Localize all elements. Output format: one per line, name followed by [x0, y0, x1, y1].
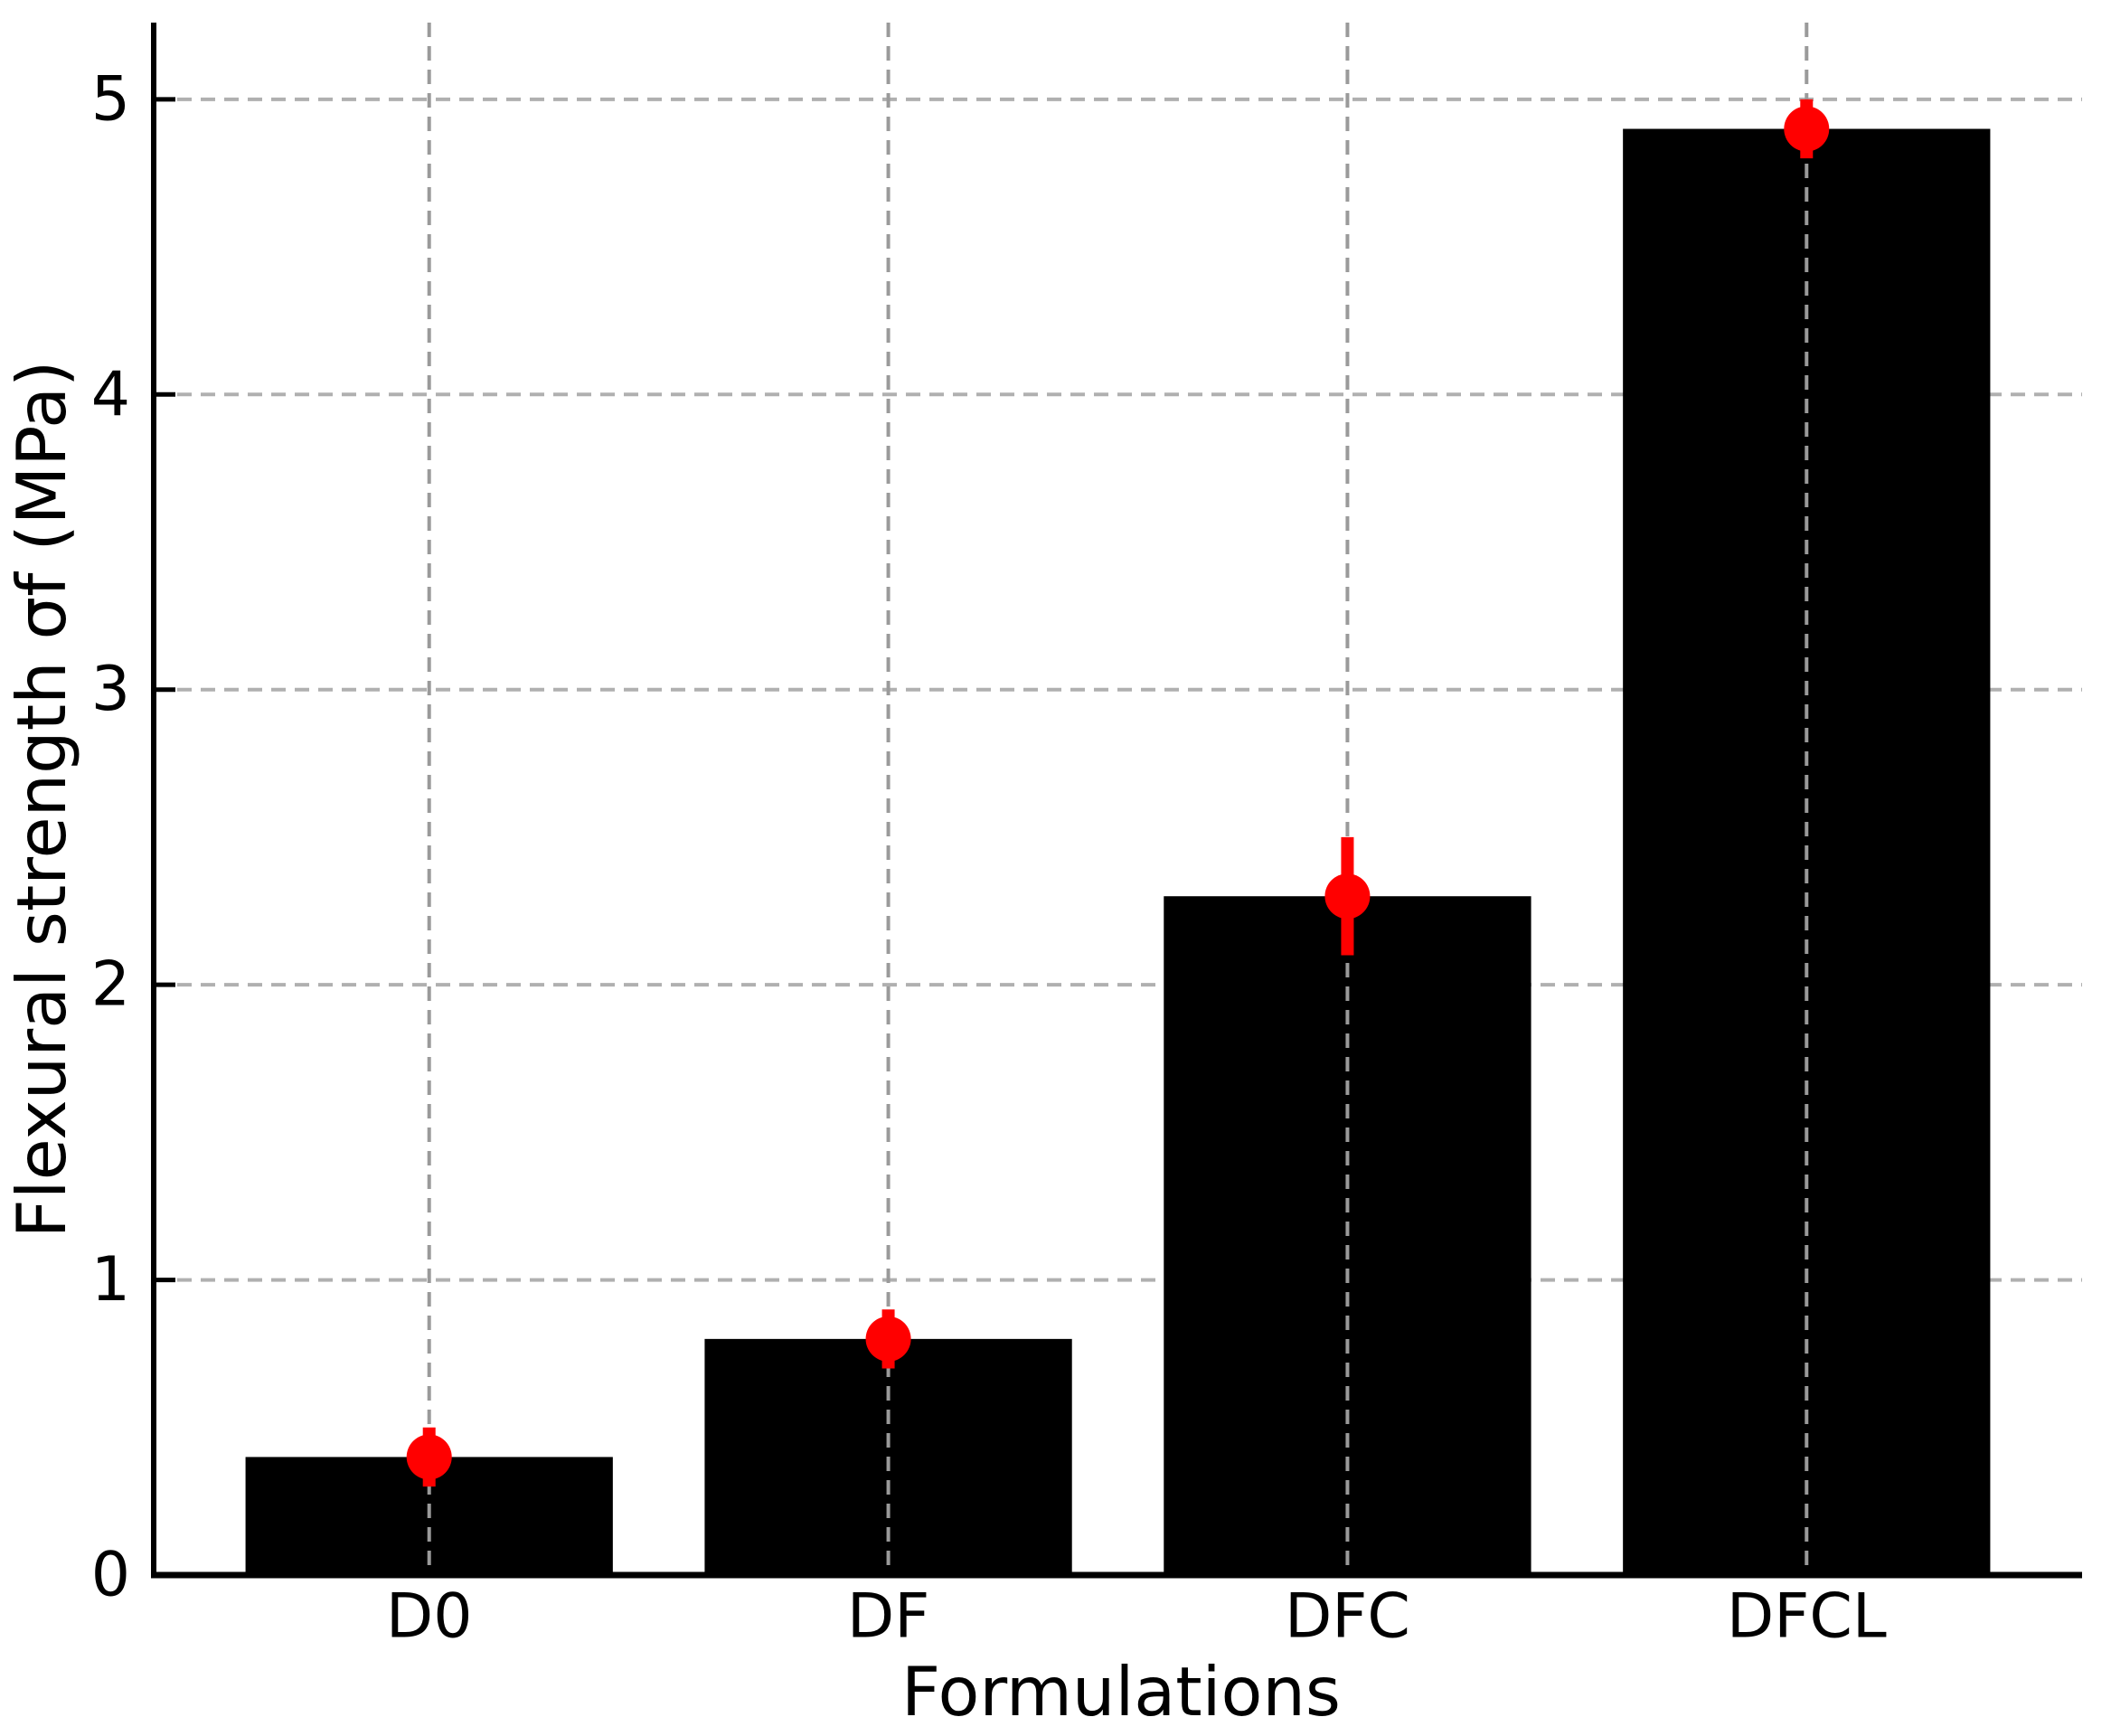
x-tick-label-D0: D0	[386, 1581, 473, 1653]
error-marker-DFCL	[1784, 106, 1830, 152]
y-axis-label: Flexural strength σf (MPa)	[2, 361, 81, 1239]
y-tick-label-5: 5	[91, 63, 130, 135]
x-axis-label: Formulations	[901, 1652, 1341, 1731]
y-axis-ticks	[154, 97, 175, 1578]
bars	[245, 128, 1991, 1575]
vertical-gridlines	[427, 23, 1809, 1575]
y-tick-label-2: 2	[91, 949, 130, 1021]
error-marker-DFC	[1324, 873, 1371, 920]
y-tick-label-3: 3	[91, 654, 130, 725]
error-bars	[406, 99, 1830, 1487]
x-tick-label-DFCL: DFCL	[1727, 1581, 1887, 1653]
y-tick-labels: 0 1 2 3 4 5	[91, 63, 130, 1610]
y-tick-label-4: 4	[91, 359, 130, 430]
x-tick-label-DF: DF	[847, 1581, 929, 1653]
x-tick-labels: D0 DF DFC DFCL	[386, 1581, 1887, 1653]
error-marker-DF	[865, 1316, 911, 1362]
x-tick-label-DFC: DFC	[1285, 1581, 1410, 1653]
error-marker-D0	[406, 1434, 452, 1480]
y-tick-label-0: 0	[91, 1540, 130, 1611]
y-tick-label-1: 1	[91, 1244, 130, 1316]
axis-spines	[151, 23, 2082, 1579]
